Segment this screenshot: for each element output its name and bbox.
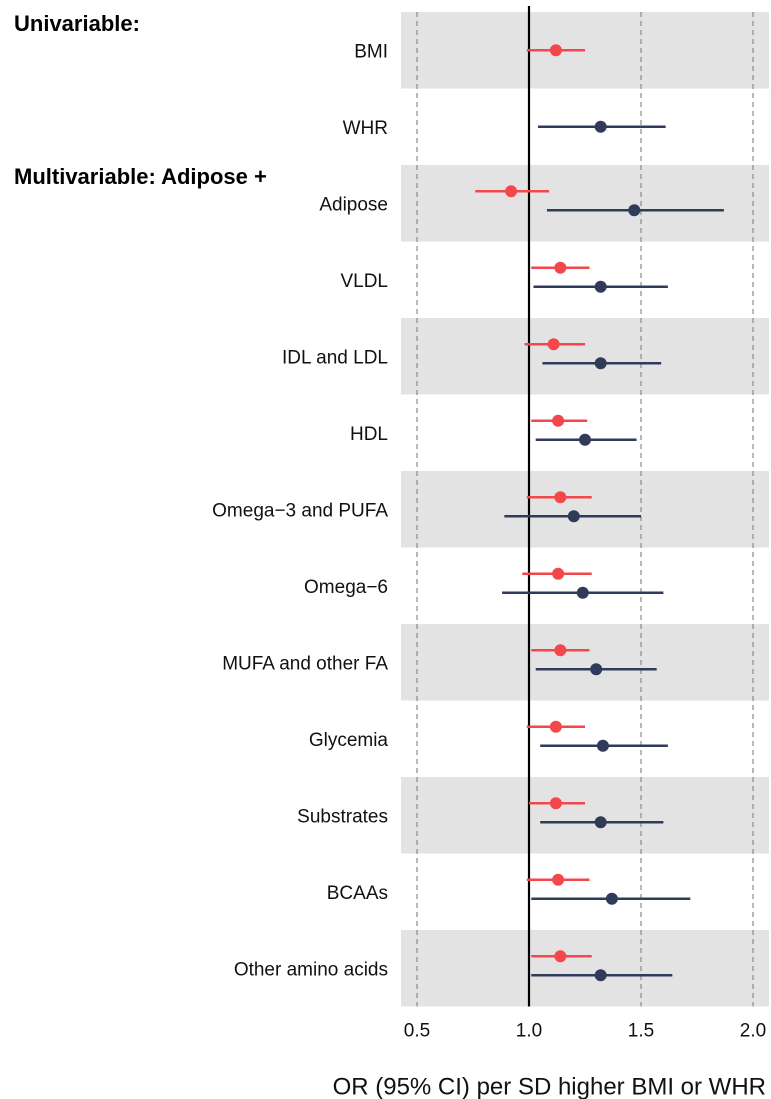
- bmi-point: [549, 720, 562, 733]
- row-band: [401, 471, 769, 548]
- bmi-point: [554, 950, 567, 963]
- row-label: Substrates: [297, 806, 388, 827]
- bmi-point: [554, 491, 567, 504]
- row-band: [401, 318, 769, 395]
- row-label: Adipose: [319, 194, 388, 215]
- row-label: BCAAs: [327, 883, 388, 904]
- bmi-point: [549, 44, 562, 57]
- section-labels: Univariable: Multivariable: Adipose +: [14, 11, 267, 189]
- row-label: Omega−3 and PUFA: [212, 500, 388, 521]
- estimate-marks: [475, 44, 724, 982]
- row-band: [401, 624, 769, 701]
- row-labels: BMI WHR Adipose VLDL IDL and LDL HDL Omega−3 a…: [212, 41, 388, 980]
- whr-point: [596, 739, 609, 752]
- row-bands: [401, 12, 769, 1007]
- whr-point: [594, 280, 607, 293]
- x-tick-labels: 0.5 1.0 1.5 2.0: [404, 1021, 766, 1042]
- section-label: Multivariable: Adipose +: [14, 164, 267, 189]
- row-band: [401, 930, 769, 1007]
- gridlines: [416, 12, 754, 1007]
- bmi-point: [549, 797, 562, 810]
- x-axis-title: OR (95% CI) per SD higher BMI or WHR: [333, 1074, 766, 1099]
- section-label: Univariable:: [14, 11, 140, 36]
- row-label: IDL and LDL: [282, 347, 388, 368]
- bmi-point: [552, 567, 565, 580]
- row-band: [401, 777, 769, 854]
- x-tick-label: 1.5: [628, 1021, 654, 1042]
- whr-point: [605, 892, 618, 905]
- whr-point: [594, 357, 607, 370]
- whr-point: [628, 204, 641, 217]
- x-tick-label: 1.0: [516, 1021, 542, 1042]
- row-label: HDL: [350, 424, 388, 445]
- bmi-point: [505, 185, 518, 198]
- row-label: BMI: [354, 41, 388, 62]
- row-label: MUFA and other FA: [222, 653, 388, 674]
- whr-point: [594, 120, 607, 133]
- row-label: WHR: [343, 118, 388, 139]
- whr-point: [576, 586, 589, 599]
- row-label: Omega−6: [304, 577, 388, 598]
- row-label: Other amino acids: [234, 959, 388, 980]
- bmi-point: [552, 873, 565, 886]
- row-band: [401, 165, 769, 242]
- x-tick-label: 2.0: [740, 1021, 766, 1042]
- whr-point: [567, 510, 580, 523]
- bmi-point: [547, 338, 560, 351]
- whr-point: [594, 816, 607, 829]
- x-tick-label: 0.5: [404, 1021, 430, 1042]
- row-label: VLDL: [340, 271, 388, 292]
- row-label: Glycemia: [309, 730, 389, 751]
- bmi-point: [554, 644, 567, 657]
- whr-point: [594, 969, 607, 982]
- whr-point: [590, 663, 603, 676]
- whr-point: [579, 433, 591, 446]
- bmi-point: [554, 261, 567, 274]
- bmi-point: [552, 414, 565, 427]
